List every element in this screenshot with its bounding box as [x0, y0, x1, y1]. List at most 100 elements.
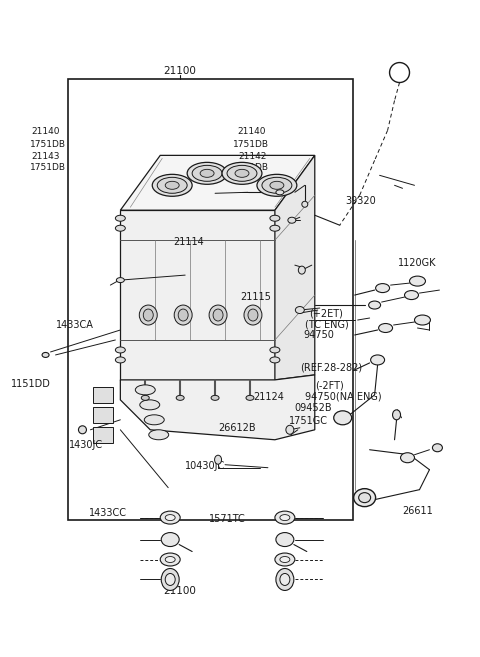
- Ellipse shape: [235, 170, 249, 177]
- Polygon shape: [94, 427, 113, 443]
- Ellipse shape: [115, 215, 125, 221]
- Ellipse shape: [116, 278, 124, 283]
- Ellipse shape: [359, 493, 371, 503]
- Text: (TC ENG): (TC ENG): [305, 319, 348, 330]
- Text: 21114: 21114: [173, 237, 204, 247]
- Text: (REF.28-282): (REF.28-282): [300, 363, 362, 373]
- Polygon shape: [120, 210, 275, 380]
- Ellipse shape: [165, 514, 175, 520]
- Ellipse shape: [270, 225, 280, 231]
- Ellipse shape: [140, 400, 160, 410]
- Ellipse shape: [141, 396, 149, 400]
- Ellipse shape: [213, 309, 223, 321]
- Text: 1151DD: 1151DD: [11, 379, 51, 389]
- Ellipse shape: [165, 574, 175, 585]
- Text: 1433CA: 1433CA: [56, 319, 94, 330]
- Ellipse shape: [115, 357, 125, 363]
- Ellipse shape: [334, 411, 352, 425]
- Ellipse shape: [280, 514, 290, 520]
- Ellipse shape: [409, 276, 425, 286]
- Ellipse shape: [160, 511, 180, 524]
- Ellipse shape: [393, 410, 400, 420]
- Text: 21143: 21143: [32, 152, 60, 160]
- Ellipse shape: [270, 347, 280, 353]
- Ellipse shape: [376, 284, 390, 292]
- Text: 21100: 21100: [164, 586, 197, 596]
- Ellipse shape: [144, 309, 153, 321]
- Ellipse shape: [257, 174, 297, 196]
- Ellipse shape: [149, 430, 168, 440]
- Text: 1751DB: 1751DB: [233, 140, 269, 148]
- Text: 1751GC: 1751GC: [289, 416, 328, 426]
- Polygon shape: [120, 155, 315, 210]
- Ellipse shape: [157, 177, 187, 193]
- Polygon shape: [94, 387, 113, 403]
- Ellipse shape: [371, 355, 384, 365]
- Ellipse shape: [227, 166, 257, 181]
- Text: 94750(NA ENG): 94750(NA ENG): [305, 392, 382, 401]
- Ellipse shape: [248, 309, 258, 321]
- Ellipse shape: [192, 166, 222, 181]
- Ellipse shape: [275, 511, 295, 524]
- Text: 39320: 39320: [345, 196, 376, 206]
- Ellipse shape: [270, 181, 284, 189]
- Text: 1571TC: 1571TC: [209, 514, 246, 524]
- Ellipse shape: [42, 352, 49, 357]
- Ellipse shape: [215, 455, 222, 464]
- Ellipse shape: [369, 301, 381, 309]
- Ellipse shape: [115, 225, 125, 231]
- Ellipse shape: [379, 323, 393, 332]
- Text: 10430JC: 10430JC: [185, 461, 225, 471]
- Ellipse shape: [354, 489, 376, 507]
- Ellipse shape: [178, 309, 188, 321]
- Text: 1430JC: 1430JC: [69, 440, 103, 450]
- Ellipse shape: [176, 396, 184, 400]
- Ellipse shape: [262, 177, 292, 193]
- Ellipse shape: [161, 568, 179, 591]
- Ellipse shape: [139, 305, 157, 325]
- Ellipse shape: [400, 453, 415, 463]
- Ellipse shape: [165, 556, 175, 562]
- Text: 1751DB: 1751DB: [30, 164, 66, 172]
- Ellipse shape: [165, 181, 179, 189]
- Ellipse shape: [280, 556, 290, 562]
- Text: 1751DB: 1751DB: [233, 164, 269, 172]
- Text: 21124: 21124: [253, 392, 284, 402]
- Ellipse shape: [276, 568, 294, 591]
- Ellipse shape: [209, 305, 227, 325]
- Text: 26612B: 26612B: [218, 423, 256, 433]
- Text: 1433CC: 1433CC: [89, 509, 127, 518]
- Text: 21142: 21142: [238, 152, 266, 160]
- Ellipse shape: [405, 290, 419, 300]
- Text: 1120GK: 1120GK: [398, 258, 436, 268]
- Ellipse shape: [270, 357, 280, 363]
- Ellipse shape: [78, 426, 86, 434]
- Polygon shape: [94, 407, 113, 423]
- Text: 21140: 21140: [32, 127, 60, 136]
- Ellipse shape: [174, 305, 192, 325]
- Text: 21140: 21140: [238, 127, 266, 136]
- Ellipse shape: [302, 201, 308, 207]
- Ellipse shape: [280, 574, 290, 585]
- Text: 21115: 21115: [240, 292, 271, 302]
- Ellipse shape: [200, 170, 214, 177]
- Ellipse shape: [295, 307, 304, 313]
- Ellipse shape: [152, 174, 192, 196]
- Text: 26611: 26611: [403, 506, 433, 516]
- Ellipse shape: [275, 553, 295, 566]
- Polygon shape: [275, 155, 315, 380]
- Bar: [68, 79, 353, 520]
- Ellipse shape: [187, 162, 227, 185]
- Ellipse shape: [276, 533, 294, 547]
- Text: 09452B: 09452B: [294, 403, 332, 413]
- Ellipse shape: [246, 396, 254, 400]
- Text: (+2ET): (+2ET): [310, 308, 343, 319]
- Polygon shape: [120, 375, 315, 440]
- Ellipse shape: [144, 415, 164, 425]
- Ellipse shape: [286, 425, 294, 434]
- Ellipse shape: [160, 553, 180, 566]
- Text: (-2FT): (-2FT): [316, 380, 344, 390]
- Ellipse shape: [270, 215, 280, 221]
- Text: 94750: 94750: [304, 330, 335, 340]
- Ellipse shape: [432, 443, 443, 452]
